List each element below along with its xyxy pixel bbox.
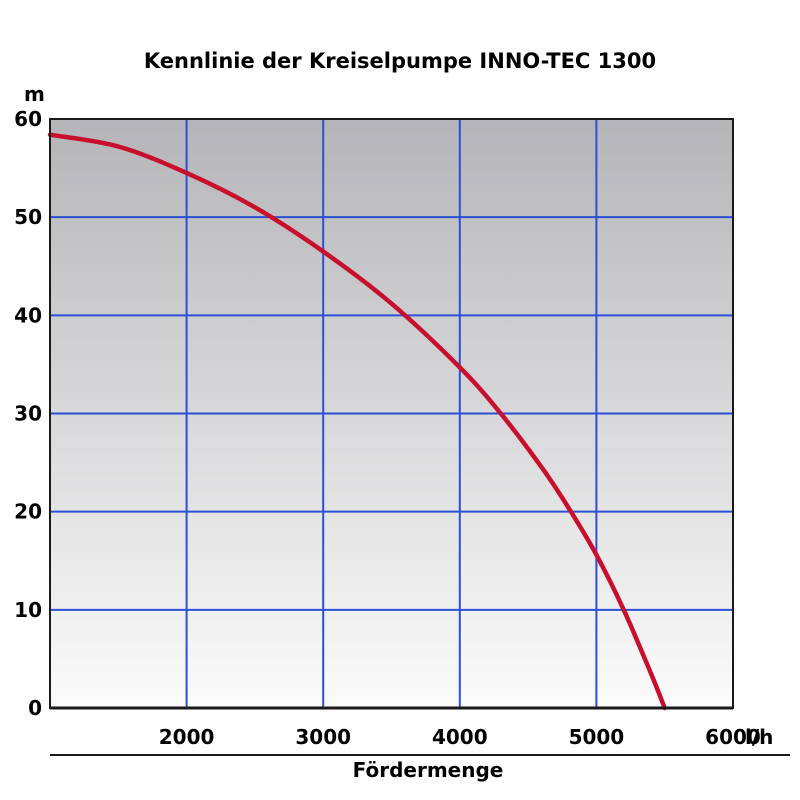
y-tick-label: 50 <box>14 205 42 229</box>
x-tick-labels: 2000 3000 4000 5000 6000 <box>159 725 761 749</box>
chart-title: Kennlinie der Kreiselpumpe INNO-TEC 1300 <box>144 49 656 73</box>
y-tick-label: 30 <box>14 402 42 426</box>
y-tick-label: 0 <box>28 696 42 720</box>
y-tick-label: 20 <box>14 500 42 524</box>
grid-lines <box>50 119 733 708</box>
x-tick-label: 4000 <box>432 725 488 749</box>
x-tick-label: 2000 <box>159 725 215 749</box>
y-tick-label: 40 <box>14 303 42 327</box>
x-tick-label: 6000 <box>705 725 761 749</box>
x-axis-label: Fördermenge <box>353 758 504 782</box>
y-tick-label: 10 <box>14 598 42 622</box>
x-axis-unit: l/h <box>745 725 773 749</box>
x-tick-label: 3000 <box>295 725 351 749</box>
x-tick-label: 5000 <box>569 725 625 749</box>
y-tick-label: 60 <box>14 107 42 131</box>
y-tick-labels: 0 10 20 30 40 50 60 <box>14 107 42 720</box>
series-line <box>47 132 667 711</box>
y-axis-unit: m <box>24 82 45 106</box>
